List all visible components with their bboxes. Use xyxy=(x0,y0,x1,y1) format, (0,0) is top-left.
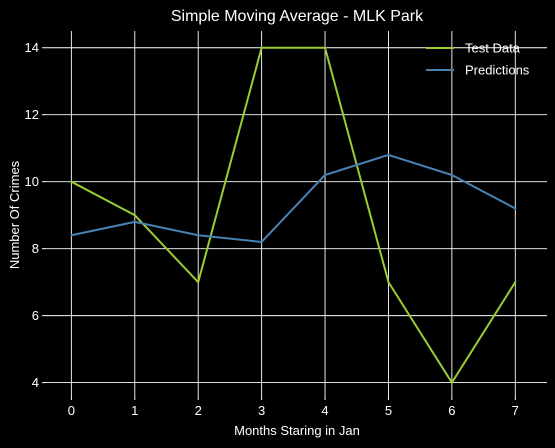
x-tick-label: 3 xyxy=(258,403,265,418)
y-tick-label: 12 xyxy=(25,107,39,122)
x-tick-label: 1 xyxy=(131,403,138,418)
legend: Test Data Predictions xyxy=(426,41,530,78)
data-point-test-data xyxy=(324,46,327,49)
data-point-predictions xyxy=(387,153,390,156)
data-point-test-data xyxy=(133,214,136,217)
data-point-test-data xyxy=(260,46,263,49)
data-point-predictions xyxy=(260,240,263,243)
data-point-predictions xyxy=(324,173,327,176)
data-point-predictions xyxy=(450,173,453,176)
x-tick-label: 7 xyxy=(512,403,519,418)
chart-title: Simple Moving Average - MLK Park xyxy=(171,8,424,25)
data-point-predictions xyxy=(133,220,136,223)
x-tick-label: 5 xyxy=(385,403,392,418)
series-line-predictions xyxy=(71,153,516,243)
x-axis-label: Months Staring in Jan xyxy=(234,423,360,438)
y-tick-label: 10 xyxy=(25,174,39,189)
data-point-test-data xyxy=(197,281,200,284)
data-point-predictions xyxy=(70,234,73,237)
y-tick-label: 6 xyxy=(32,308,39,323)
x-tick-label: 4 xyxy=(321,403,328,418)
y-tick-label: 14 xyxy=(25,40,39,55)
y-tick-label: 4 xyxy=(32,375,39,390)
series-lines xyxy=(70,46,517,384)
legend-label-predictions: Predictions xyxy=(465,63,530,78)
legend-label-test-data: Test Data xyxy=(465,41,521,56)
data-point-predictions xyxy=(197,234,200,237)
y-axis-label: Number Of Crimes xyxy=(7,160,22,269)
y-tick-label: 8 xyxy=(32,241,39,256)
data-point-predictions xyxy=(514,207,517,210)
series-line-test-data xyxy=(70,46,517,384)
data-point-test-data xyxy=(514,281,517,284)
x-tick-label: 6 xyxy=(448,403,455,418)
data-point-test-data xyxy=(387,281,390,284)
x-tick-label: 2 xyxy=(195,403,202,418)
data-point-test-data xyxy=(70,180,73,183)
x-tick-label: 0 xyxy=(68,403,75,418)
data-point-test-data xyxy=(450,381,453,384)
